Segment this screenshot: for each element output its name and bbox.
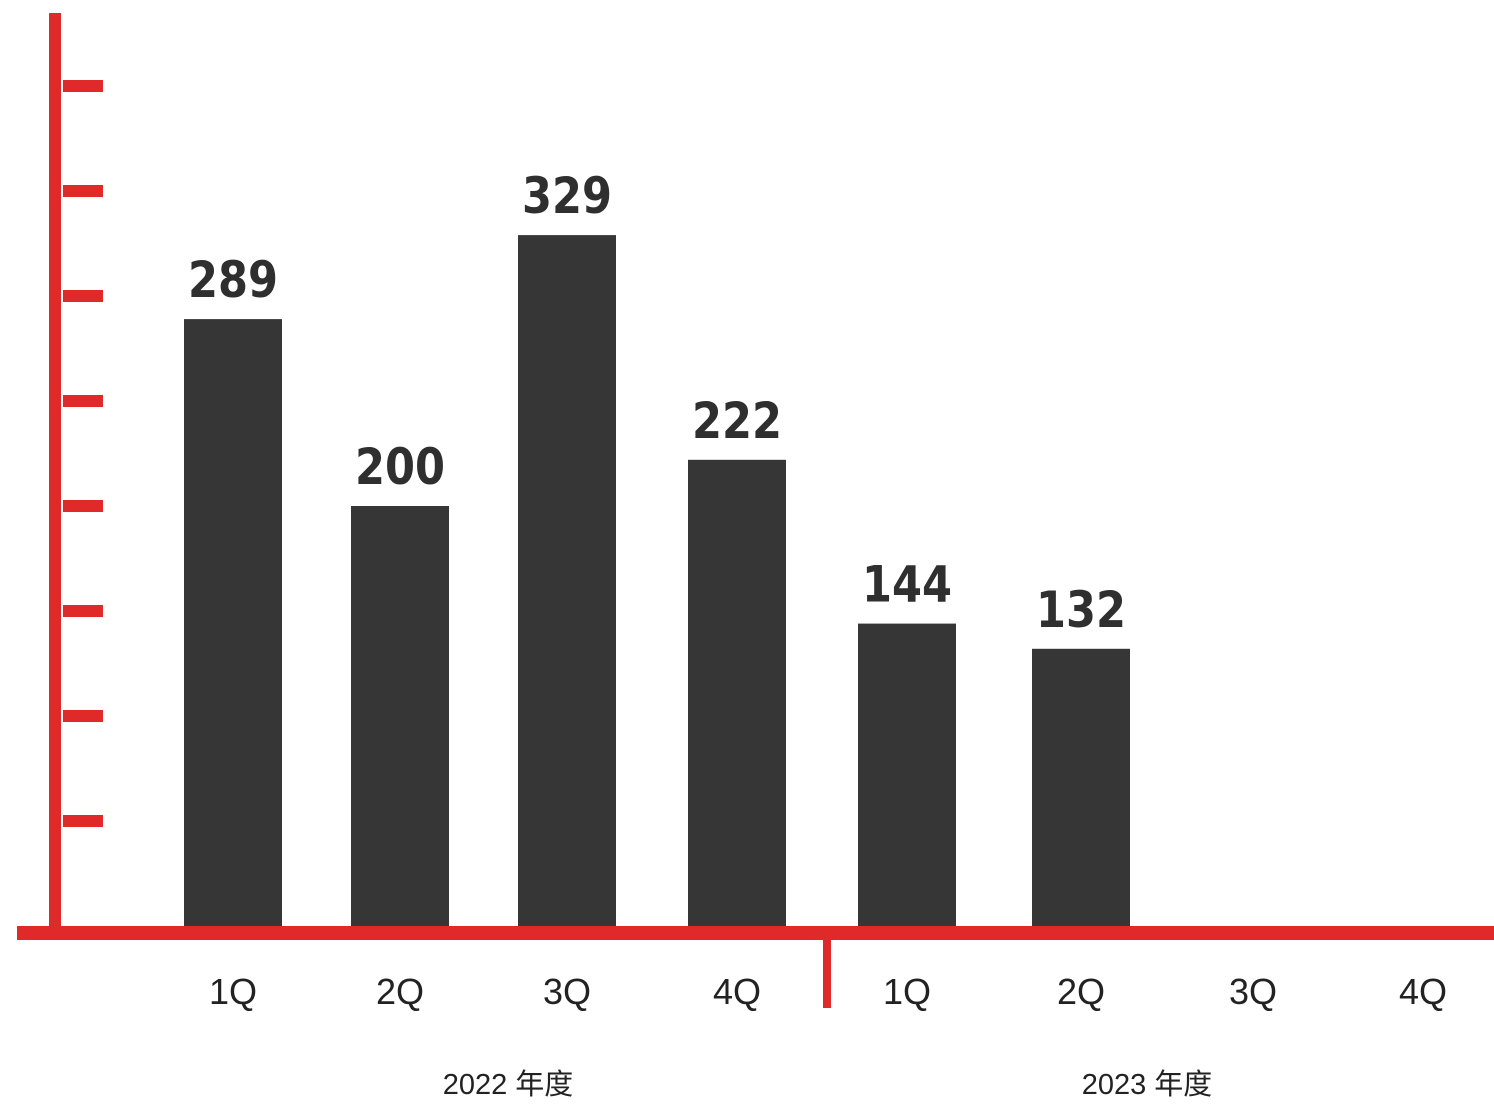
bar-1 (184, 319, 282, 926)
y-tick-50 (63, 815, 103, 827)
bar-2 (351, 506, 449, 926)
y-tick-150 (63, 605, 103, 617)
value-label-6: 132 (1036, 581, 1126, 639)
y-tick-350 (63, 185, 103, 197)
category-label-8: 4Q (1399, 971, 1447, 1012)
category-label-4: 4Q (713, 971, 761, 1012)
value-label-1: 289 (188, 251, 278, 309)
y-tick-100 (63, 710, 103, 722)
bar-5 (858, 624, 956, 926)
bar-4 (688, 460, 786, 926)
category-label-7: 3Q (1229, 971, 1277, 1012)
category-label-6: 2Q (1057, 971, 1105, 1012)
group-label-1: 2022 年度 (443, 1068, 574, 1101)
value-label-5: 144 (862, 556, 952, 614)
y-axis-line (49, 13, 61, 935)
chart-bars (184, 235, 1130, 926)
category-label-5: 1Q (883, 971, 931, 1012)
category-label-3: 3Q (543, 971, 591, 1012)
category-label-1: 1Q (209, 971, 257, 1012)
value-label-4: 222 (692, 392, 782, 450)
y-tick-250 (63, 395, 103, 407)
bar-3 (518, 235, 616, 926)
bar-6 (1032, 649, 1130, 926)
category-label-2: 2Q (376, 971, 424, 1012)
group-label-2: 2023 年度 (1082, 1068, 1213, 1101)
y-tick-200 (63, 500, 103, 512)
value-label-2: 200 (355, 438, 445, 496)
y-tick-400 (63, 80, 103, 92)
x-axis-line (17, 926, 1494, 940)
y-tick-300 (63, 290, 103, 302)
group-separator (823, 935, 831, 1008)
value-label-3: 329 (522, 167, 612, 225)
